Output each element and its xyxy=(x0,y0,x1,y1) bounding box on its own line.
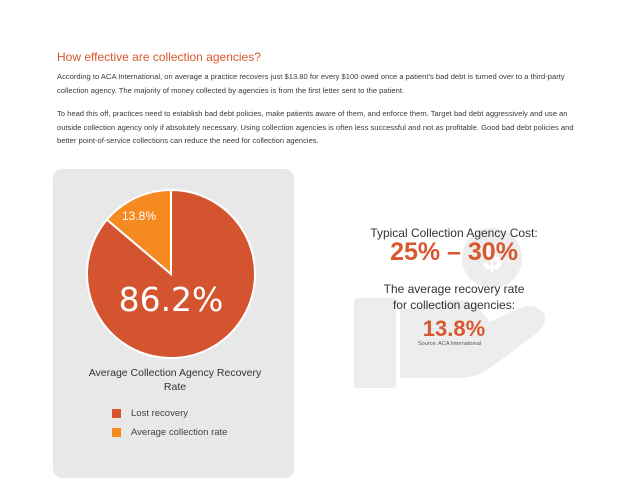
page-title: How effective are collection agencies? xyxy=(57,50,261,64)
svg-text:$: $ xyxy=(482,237,502,278)
rate-caption: The average recovery rate for collection… xyxy=(340,281,568,313)
legend-item-lost-recovery: Lost recovery xyxy=(112,405,227,421)
rate-value: 13.8% xyxy=(422,316,486,341)
legend-swatch-lost-recovery xyxy=(112,408,121,418)
legend-swatch-collection-rate xyxy=(112,427,121,437)
pie-label-collection-rate: 13.8% xyxy=(121,209,157,223)
rate-caption-line1: The average recovery rate xyxy=(383,282,525,296)
source-note: Source: ACA International xyxy=(418,341,481,347)
intro-paragraph: According to ACA International, on avera… xyxy=(57,72,565,95)
legend-label-collection-rate: Average collection rate xyxy=(131,426,228,438)
pie-label-lost-recovery: 86.2% xyxy=(118,280,224,319)
pie-slice-collection-rate xyxy=(105,188,172,277)
chart-title: Average Collection Agency Recovery Rate xyxy=(88,367,262,393)
advice-paragraph: To head this off, practices need to esta… xyxy=(57,109,574,145)
cost-value: 25% – 30% xyxy=(390,238,518,266)
pie-chart xyxy=(86,188,256,359)
legend-label-lost-recovery: Lost recovery xyxy=(131,407,189,419)
chart-legend: Lost recovery Average collection rate xyxy=(112,405,227,443)
hand-holding-dollar-icon: $ xyxy=(354,228,545,388)
cost-caption: Typical Collection Agency Cost: xyxy=(370,226,538,240)
legend-item-collection-rate: Average collection rate xyxy=(112,424,227,440)
rate-caption-line2: for collection agencies: xyxy=(392,298,516,312)
